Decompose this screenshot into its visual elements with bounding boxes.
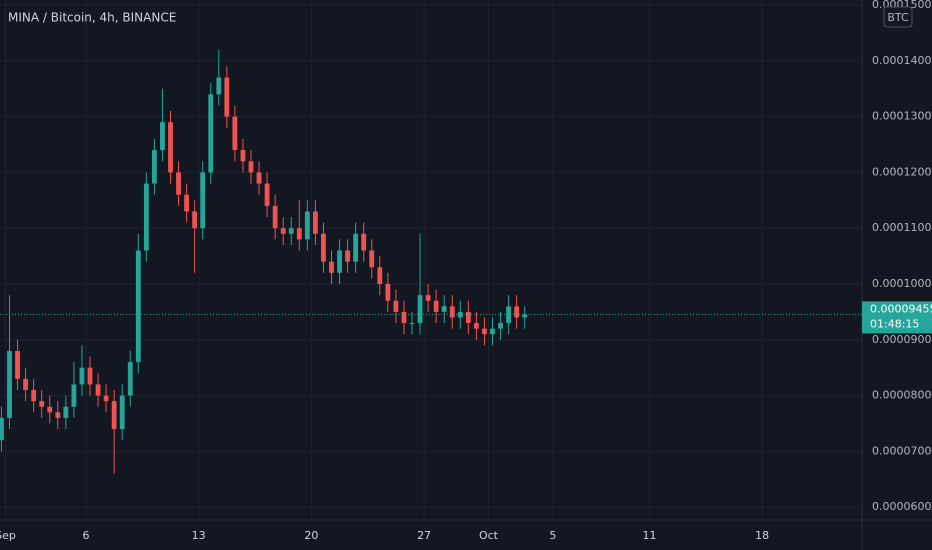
candle-body bbox=[433, 300, 439, 312]
candle-body bbox=[361, 233, 367, 251]
x-tick-label: 27 bbox=[417, 529, 431, 542]
y-tick-label: 0.00011000 bbox=[872, 221, 932, 234]
candle-body bbox=[192, 211, 198, 229]
candle-body bbox=[224, 77, 230, 117]
x-tick-label: Oct bbox=[479, 529, 499, 542]
candle-body bbox=[280, 228, 286, 234]
candle-body bbox=[63, 406, 69, 418]
x-tick-label: 13 bbox=[192, 529, 206, 542]
x-tick-label: 6 bbox=[82, 529, 89, 542]
candle-body bbox=[296, 228, 302, 240]
x-tick-label: 20 bbox=[304, 529, 318, 542]
candle-body bbox=[393, 300, 399, 312]
candle-body bbox=[457, 311, 463, 318]
candle-body bbox=[184, 194, 190, 212]
y-tick-label: 0.00007000 bbox=[872, 444, 932, 457]
x-tick-label: 18 bbox=[755, 529, 769, 542]
candle-body bbox=[160, 122, 165, 151]
grid bbox=[0, 0, 862, 520]
candle-body bbox=[7, 350, 12, 418]
candle-body bbox=[409, 323, 415, 325]
currency-badge[interactable]: BTC bbox=[887, 11, 909, 24]
candle-body bbox=[417, 295, 423, 324]
countdown-label: 01:48:15 bbox=[870, 317, 919, 330]
chart-title: MINA / Bitcoin, 4h, BINANCE bbox=[8, 11, 176, 25]
candle-body bbox=[522, 314, 528, 318]
candle-body bbox=[15, 350, 20, 379]
candle-body bbox=[95, 384, 101, 396]
candle-body bbox=[23, 378, 29, 390]
candle-body bbox=[345, 250, 351, 262]
candle-body bbox=[288, 228, 294, 234]
candle-body bbox=[369, 250, 375, 268]
y-tick-label: 0.00012000 bbox=[872, 165, 932, 178]
candle-body bbox=[304, 211, 310, 240]
candle-body bbox=[498, 323, 503, 329]
y-tick-label: 0.00013000 bbox=[872, 110, 932, 123]
candle-body bbox=[248, 161, 254, 173]
candle-body bbox=[312, 211, 318, 234]
x-tick-label: 5 bbox=[549, 529, 556, 542]
last-price-label: 0.00009455 bbox=[870, 302, 932, 315]
candle-body bbox=[465, 311, 471, 324]
candle-body bbox=[31, 390, 37, 402]
candle-body bbox=[441, 306, 447, 312]
candle-body bbox=[71, 384, 77, 407]
y-tick-label: 0.00006000 bbox=[872, 500, 932, 513]
y-tick-label: 0.00010000 bbox=[872, 277, 932, 290]
candle-body bbox=[272, 205, 278, 229]
candle-body bbox=[200, 172, 206, 229]
candle-body bbox=[264, 183, 270, 206]
y-tick-label: 0.00014000 bbox=[872, 54, 932, 67]
candle-body bbox=[514, 306, 520, 318]
candle-body bbox=[256, 172, 262, 184]
candle-body bbox=[39, 401, 45, 407]
candle-body bbox=[208, 94, 214, 173]
candle-body bbox=[119, 395, 125, 430]
y-tick-label: 0.00009000 bbox=[872, 333, 932, 346]
last-price-box bbox=[862, 301, 932, 334]
y-tick-label: 0.00015000 bbox=[872, 0, 932, 11]
candle-body bbox=[151, 150, 157, 184]
candle-body bbox=[337, 250, 342, 273]
candles bbox=[0, 49, 528, 474]
candle-body bbox=[79, 367, 85, 385]
candle-body bbox=[473, 323, 479, 329]
y-tick-label: 0.00008000 bbox=[872, 389, 932, 402]
candle-body bbox=[168, 122, 173, 173]
candle-body bbox=[127, 362, 133, 396]
candle-body bbox=[482, 328, 487, 335]
candle-body bbox=[385, 283, 391, 301]
candle-body bbox=[425, 295, 431, 301]
candle-body bbox=[329, 261, 334, 273]
candle-body bbox=[111, 401, 117, 430]
candle-body bbox=[135, 250, 141, 363]
candle-body bbox=[449, 306, 455, 318]
candle-body bbox=[321, 233, 326, 262]
candle-body bbox=[216, 77, 222, 95]
x-tick-label: 11 bbox=[642, 529, 656, 542]
candle-body bbox=[490, 328, 495, 335]
currency-badge-box[interactable] bbox=[883, 6, 913, 28]
candle-body bbox=[232, 116, 238, 151]
candle-body bbox=[176, 172, 181, 195]
candle-body bbox=[143, 183, 149, 251]
candle-body bbox=[401, 311, 407, 324]
candle-body bbox=[87, 367, 93, 385]
candle-body bbox=[0, 417, 4, 441]
candle-body bbox=[353, 233, 359, 262]
candle-body bbox=[506, 306, 512, 324]
candle-body bbox=[240, 150, 246, 162]
candle-body bbox=[55, 412, 61, 418]
candle-body bbox=[47, 406, 53, 413]
x-tick-label: Sep bbox=[0, 529, 16, 542]
candle-body bbox=[377, 267, 383, 284]
candle-body bbox=[103, 395, 109, 402]
